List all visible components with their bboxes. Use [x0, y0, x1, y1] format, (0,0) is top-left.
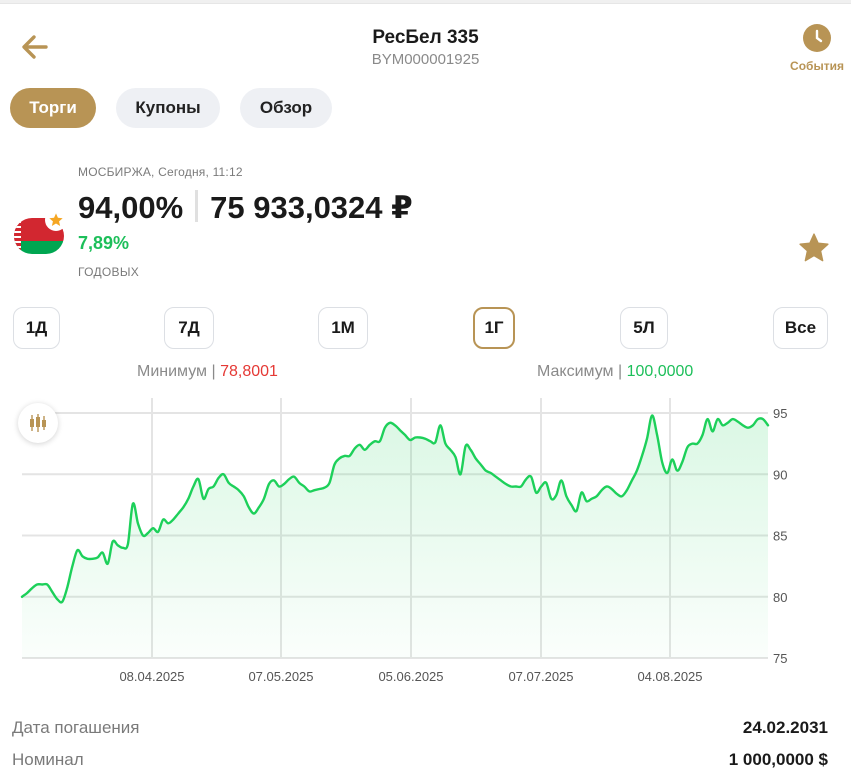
period-1d[interactable]: 1Д [13, 307, 60, 349]
back-button[interactable] [18, 30, 52, 64]
period-1m[interactable]: 1М [318, 307, 368, 349]
price-percent: 94,00% [78, 190, 184, 225]
price-line [20, 414, 770, 604]
nominal-value: 1 000,0000 $ [728, 750, 828, 769]
chart-x-tick-label: 07.07.2025 [508, 669, 573, 684]
period-5y[interactable]: 5Л [620, 307, 668, 349]
star-icon [799, 233, 829, 262]
minimum-stat: Минимум | 78,8001 [137, 363, 278, 380]
nominal-label: Номинал [12, 750, 84, 769]
maturity-value: 24.02.2031 [742, 718, 828, 737]
chart-y-tick-label: 95 [773, 406, 787, 421]
nominal-row: Номинал 1 000,0000 $ [12, 750, 828, 772]
minimum-value: 78,8001 [220, 363, 278, 380]
chart-y-tick-label: 85 [773, 529, 787, 544]
period-all[interactable]: Все [773, 307, 828, 349]
events-label: События [790, 59, 844, 73]
chart-y-tick-label: 75 [773, 651, 787, 666]
price-row: 94,00% 75 933,0324 ₽ [78, 190, 413, 226]
period-1y[interactable]: 1Г [473, 307, 515, 349]
period-selector: 1Д 7Д 1М 1Г 5Л Все [0, 307, 851, 351]
quote-source: МОСБИРЖА, Сегодня, 11:12 [78, 165, 243, 179]
chart-x-tick-label: 04.08.2025 [637, 669, 702, 684]
chart-x-tick-label: 08.04.2025 [119, 669, 184, 684]
chart-x-tick-label: 05.06.2025 [378, 669, 443, 684]
period-7d[interactable]: 7Д [164, 307, 214, 349]
arrow-left-icon [22, 35, 48, 59]
window-top-strip [0, 0, 851, 4]
candlestick-icon [30, 414, 46, 432]
chart-x-tick-label: 07.05.2025 [248, 669, 313, 684]
maturity-row: Дата погашения 24.02.2031 [12, 718, 828, 740]
price-value: 75 933,0324 ₽ [210, 190, 413, 225]
price-chart[interactable]: 08.04.2025 07.05.2025 05.06.2025 07.07.2025… [0, 392, 851, 692]
price-area-fill [22, 415, 768, 658]
maximum-stat: Максимум | 100,0000 [537, 363, 694, 380]
chart-y-tick-label: 80 [773, 590, 787, 605]
yield-value: 7,89% [78, 233, 130, 253]
tab-coupons[interactable]: Купоны [116, 88, 220, 128]
chart-y-tick-label: 90 [773, 467, 787, 482]
maximum-label: Максимум [537, 363, 614, 380]
events-button[interactable]: События [786, 24, 848, 73]
price-divider [195, 190, 199, 222]
tab-trading[interactable]: Торги [10, 88, 96, 128]
clock-icon [803, 24, 831, 52]
favorite-button[interactable] [797, 231, 831, 265]
flag-star-icon [45, 209, 67, 231]
yield-label: ГОДОВЫХ [78, 265, 140, 279]
maturity-label: Дата погашения [12, 718, 140, 737]
page-title: РесБел 335 [372, 27, 479, 48]
isin-code: BYM000001925 [371, 51, 480, 68]
tab-overview[interactable]: Обзор [240, 88, 332, 128]
maximum-value: 100,0000 [626, 363, 694, 380]
minimum-label: Минимум [137, 363, 208, 380]
chart-type-button[interactable] [18, 403, 58, 443]
